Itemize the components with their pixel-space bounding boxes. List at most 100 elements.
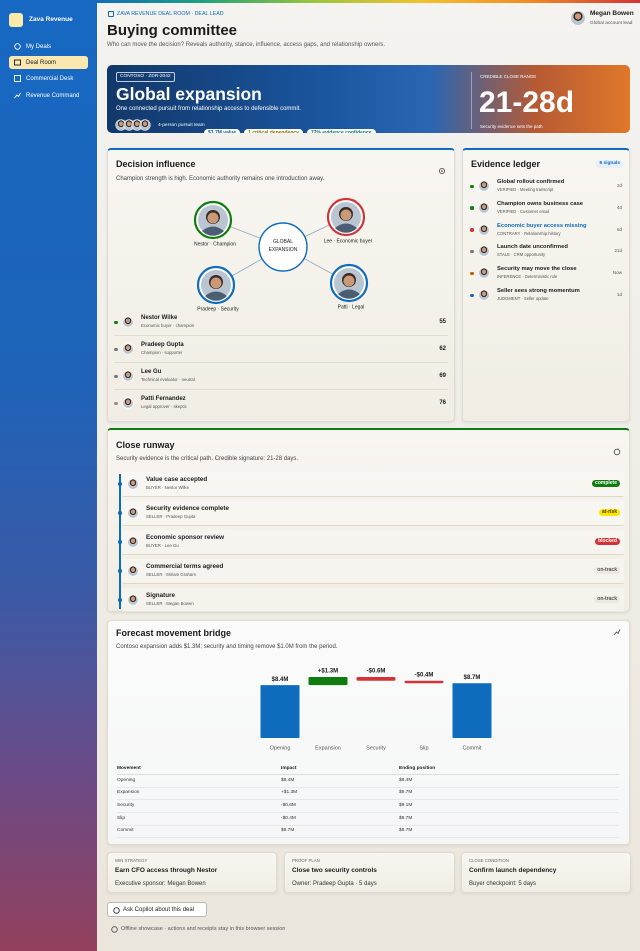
icon — [14, 43, 21, 50]
table-cell: Opening — [117, 777, 136, 783]
person-name: Lee Gu — [141, 369, 162, 375]
page-title: Buying committee — [107, 22, 238, 39]
avatar — [123, 317, 133, 327]
person-role: Economic buyer · champion — [141, 323, 195, 328]
hero-banner: CONTOSO · ZDR-2042 Global expansion One … — [107, 65, 630, 133]
status-dot — [114, 347, 118, 351]
avatar — [128, 479, 138, 489]
node-photo-face — [343, 275, 355, 287]
breadcrumb: ZAVA REVENUE DEAL ROOM · DEAL LEAD — [117, 10, 224, 17]
settings-icon[interactable] — [438, 167, 446, 175]
plan-title: Close two security controls — [292, 867, 377, 874]
influence-score: 62 — [439, 346, 446, 352]
table-rule — [117, 837, 619, 839]
timeline-node — [118, 511, 122, 515]
avatar — [479, 224, 489, 235]
user-avatar[interactable] — [571, 11, 585, 25]
signal-source: STALE · CRM opportunity — [497, 252, 546, 258]
plan-label: WIN STRATEGY — [115, 858, 148, 863]
close-runway-card: Close runway Security evidence is the cr… — [107, 428, 630, 613]
signal-age: Now — [612, 270, 622, 276]
icon — [113, 906, 120, 914]
icon — [14, 59, 21, 66]
brand-name: Zava Revenue — [29, 16, 73, 23]
step-title: Signature — [146, 592, 176, 599]
signal-source: JUDGMENT · Seller update — [497, 296, 549, 301]
refresh-icon[interactable] — [613, 448, 621, 456]
plan-title: Earn CFO access through Nestor — [115, 867, 218, 874]
trend-icon[interactable] — [613, 628, 621, 636]
node-photo-face — [210, 277, 222, 289]
step-title: Commercial terms agreed — [146, 563, 224, 570]
signal-title: Global rollout confirmed — [497, 179, 565, 185]
node-label: Pradeep · Security — [197, 306, 239, 312]
divider — [471, 72, 472, 129]
signal-dot — [470, 228, 474, 232]
runway-step: Value case accepted BUYER · Nestor Wilke c… — [122, 472, 624, 497]
plan-card: WIN STRATEGY Earn CFO access through Nest… — [107, 852, 277, 893]
hero-chip: 72% evidence confidence — [306, 129, 376, 133]
runway-step: Commercial terms agreed SELLER · Miriam G… — [122, 559, 624, 584]
runway-step: Signature SELLER · Megan Bowen on-track — [122, 588, 624, 613]
center-label: GLOBAL EXPANSION — [268, 239, 298, 253]
bar — [308, 677, 348, 686]
nav-item[interactable]: My Deals — [9, 40, 88, 53]
avatar — [123, 344, 133, 354]
card-title: Close runway — [116, 440, 175, 450]
node-photo-body — [338, 289, 360, 299]
info-icon — [111, 926, 118, 933]
signal-count: 6 signals — [596, 160, 623, 168]
table-rule — [117, 824, 619, 826]
node-photo-body — [335, 223, 357, 233]
plan-label: CLOSE CONDITION — [469, 858, 509, 863]
row-divider — [114, 362, 448, 363]
avatar — [123, 371, 133, 381]
signal-title: Champion owns business case — [497, 200, 584, 207]
user-name: Megan Bowen — [590, 10, 634, 17]
nav-item-active[interactable]: Deal Room — [9, 56, 88, 69]
card-title: Decision influence — [116, 159, 196, 169]
table-rule — [117, 811, 619, 813]
team-avatar — [116, 120, 126, 130]
influence-score: 55 — [439, 319, 446, 325]
bar — [260, 685, 300, 738]
avatar — [479, 290, 489, 300]
timeline-node — [118, 569, 122, 573]
row-divider — [114, 389, 448, 390]
nav-item[interactable]: Revenue Command — [9, 89, 88, 102]
footer-note: Offline showcase · actions and receipts … — [121, 926, 286, 932]
bar — [452, 683, 492, 738]
hero-tag: CONTOSO · ZDR-2042 — [116, 72, 175, 82]
table-cell: $9.7M — [399, 790, 413, 796]
forecast-card: Forecast movement bridge Contoso expansi… — [107, 620, 630, 845]
table-cell: Security — [117, 802, 135, 808]
signal-age: 2d — [616, 183, 622, 188]
evidence-ledger-card: Evidence ledger 6 signals Global rollout… — [462, 148, 630, 422]
status-pill: at-risk — [598, 508, 620, 516]
nav-item[interactable]: Commercial Desk — [9, 72, 88, 85]
status-dot — [114, 401, 118, 405]
range-note: Security evidence sets the path — [480, 124, 543, 129]
signal-title: Security may move the close — [497, 266, 577, 273]
bar — [404, 680, 444, 684]
timeline-node — [118, 482, 122, 486]
nav-label: My Deals — [26, 43, 52, 50]
card-subtitle: Security evidence is the critical path. … — [116, 455, 299, 462]
ask-copilot-button[interactable]: Ask Copilot about this deal — [107, 902, 207, 917]
step-owner: SELLER · Megan Bowen — [146, 601, 194, 606]
page-subtitle: Who can move the decision? Reveals autho… — [107, 41, 386, 48]
category-label: Opening — [270, 745, 291, 751]
signal-source: VERIFIED · Meeting transcript — [497, 187, 554, 192]
step-owner: SELLER · Pradeep Gupta — [146, 514, 196, 519]
timeline-node — [118, 598, 122, 602]
signal-title: Launch date unconfirmed — [497, 244, 568, 251]
signal-age: 6d — [616, 226, 622, 232]
table-header: Impact — [281, 765, 297, 771]
category-label: Slip — [419, 745, 428, 751]
bar — [356, 677, 396, 681]
signal-source: CONTRARY · Relationship history — [497, 230, 561, 236]
node-photo-face — [207, 212, 219, 224]
table-cell: $8.7M — [399, 828, 413, 834]
step-owner: BUYER · Nestor Wilke — [146, 485, 189, 490]
hero-title: Global expansion — [116, 84, 262, 104]
